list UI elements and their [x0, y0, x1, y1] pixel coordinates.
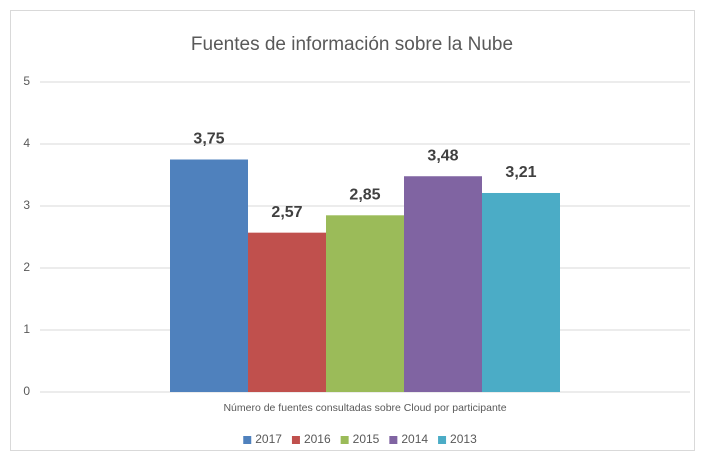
bar [404, 176, 482, 392]
legend-swatch [389, 436, 398, 444]
y-tick-label: 1 [23, 322, 30, 336]
y-tick-label: 2 [23, 260, 30, 274]
y-tick-label: 4 [23, 136, 30, 150]
legend-label: 2015 [353, 432, 380, 446]
chart-title: Fuentes de información sobre la Nube [191, 34, 513, 55]
bar [326, 215, 404, 392]
y-tick-label: 5 [23, 74, 30, 88]
data-label: 3,21 [505, 164, 536, 181]
x-tick-label: Número de fuentes consultadas sobre Clou… [223, 402, 506, 414]
legend-label: 2017 [255, 432, 282, 446]
data-label: 3,48 [427, 147, 458, 164]
legend-swatch [243, 436, 252, 444]
legend-label: 2016 [304, 432, 331, 446]
bar [248, 232, 326, 392]
y-tick-label: 3 [23, 198, 30, 212]
legend-swatch [438, 436, 447, 444]
legend-swatch [291, 436, 300, 444]
data-label: 2,85 [349, 187, 380, 204]
data-label: 2,57 [271, 204, 302, 221]
legend-label: 2013 [450, 432, 477, 446]
data-label: 3,75 [193, 131, 224, 148]
legend-label: 2014 [401, 432, 428, 446]
legend-swatch [340, 436, 349, 444]
y-tick-label: 0 [23, 384, 30, 398]
bar [482, 192, 560, 392]
bar [170, 159, 248, 392]
